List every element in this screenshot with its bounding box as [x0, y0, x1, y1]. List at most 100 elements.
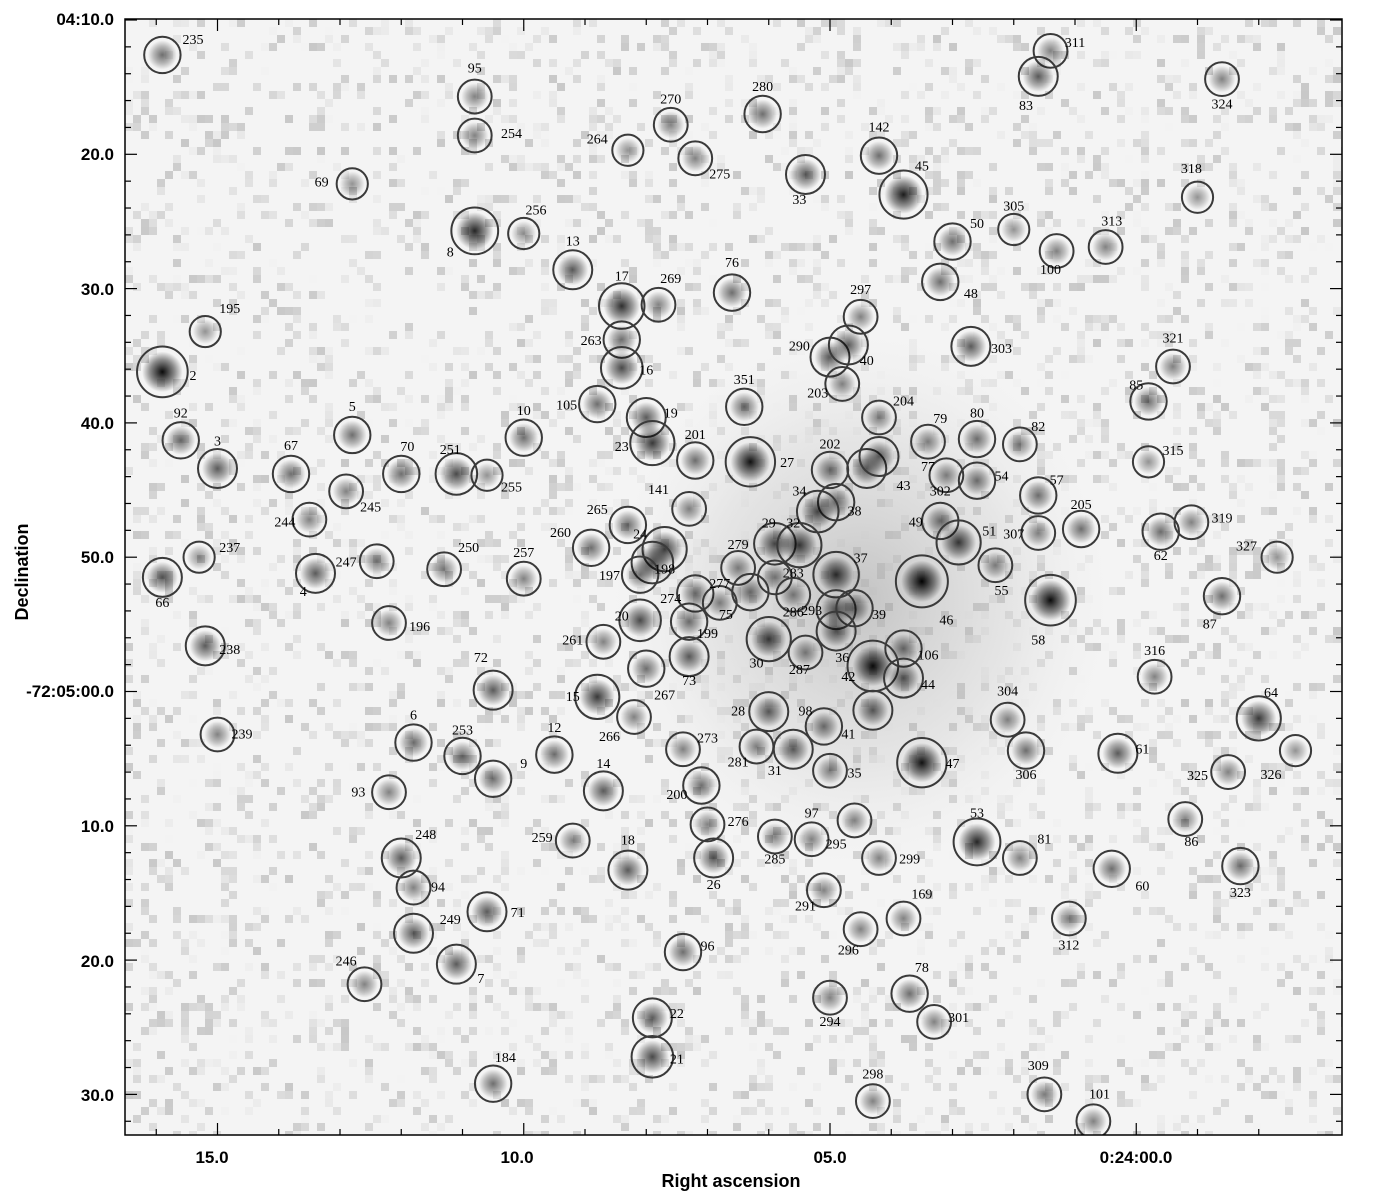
source-label: 303 [991, 342, 1012, 357]
source-80 [957, 419, 997, 459]
source-circle [997, 212, 1031, 247]
source-203 [824, 366, 861, 402]
y-tick-label: 40.0 [81, 414, 114, 433]
source-267 [627, 649, 666, 688]
source-label: 19 [664, 407, 678, 422]
source-circle [371, 774, 407, 811]
source-280 [743, 94, 782, 134]
source-label: 98 [799, 705, 813, 720]
source-200 [682, 766, 721, 805]
source-label: 78 [915, 961, 929, 976]
source-18 [607, 849, 649, 891]
source-266 [616, 699, 652, 735]
source-label: 321 [1163, 331, 1184, 346]
source-label: 47 [946, 757, 960, 772]
source-circle [380, 837, 422, 879]
source-label: 96 [701, 940, 715, 955]
source-circle [1024, 573, 1077, 627]
source-circle [859, 136, 899, 175]
source-label: 26 [707, 878, 721, 893]
y-tick-label: 50.0 [81, 548, 114, 567]
source-label: 60 [1135, 879, 1149, 894]
source-label: 106 [918, 648, 939, 663]
source-label: 257 [513, 546, 534, 561]
source-circle [1061, 509, 1101, 549]
source-169 [885, 900, 922, 937]
source-circle [793, 821, 830, 858]
source-204 [861, 399, 897, 436]
source-83 [1017, 55, 1059, 97]
source-circle [933, 222, 972, 261]
source-261 [585, 623, 622, 660]
source-16 [599, 346, 644, 390]
source-15 [574, 673, 621, 720]
source-294 [812, 979, 848, 1016]
source-276 [689, 806, 726, 843]
source-circle [989, 701, 1026, 738]
source-circle [804, 707, 844, 746]
source-label: 22 [670, 1007, 684, 1022]
source-circle [184, 625, 226, 667]
source-circle [745, 616, 792, 663]
source-label: 260 [550, 526, 571, 541]
source-label: 323 [1230, 886, 1251, 901]
source-312 [1050, 900, 1087, 937]
source-circle [776, 522, 823, 569]
source-301 [916, 1003, 953, 1040]
y-axis-title: Declination [12, 523, 32, 620]
y-tick-label: 30.0 [81, 1086, 114, 1105]
source-label: 17 [615, 270, 629, 285]
source-label: 202 [820, 437, 841, 452]
source-circle [393, 912, 434, 954]
source-7 [435, 943, 477, 985]
source-label: 302 [930, 484, 951, 499]
source-label: 307 [1003, 527, 1024, 542]
source-label: 93 [351, 785, 365, 800]
source-circle [1131, 445, 1166, 479]
source-circle [952, 817, 1002, 867]
source-label: 290 [789, 339, 810, 354]
source-86 [1167, 801, 1204, 837]
source-3 [197, 448, 238, 490]
source-141 [671, 490, 708, 527]
source-5 [333, 415, 372, 455]
source-label: 69 [315, 176, 329, 191]
source-label: 57 [1050, 474, 1064, 489]
source-75 [731, 572, 770, 612]
source-label: 35 [848, 766, 862, 781]
source-label: 66 [155, 596, 169, 611]
source-46 [894, 554, 949, 609]
source-label: 51 [982, 525, 996, 540]
source-197 [620, 555, 660, 594]
source-circle [805, 872, 842, 909]
source-53 [952, 817, 1002, 867]
source-label: 9 [520, 757, 527, 772]
source-circle [535, 735, 574, 774]
axis-ticks [125, 19, 1342, 1135]
source-307 [1020, 515, 1057, 551]
source-184 [473, 1064, 513, 1103]
source-circle [371, 605, 407, 641]
source-circle [812, 979, 848, 1016]
source-circle [935, 519, 982, 566]
source-2 [136, 345, 189, 399]
source-label: 33 [792, 193, 806, 208]
source-circle [608, 505, 648, 545]
source-label: 45 [915, 159, 929, 174]
source-55 [977, 547, 1014, 584]
source-label: 100 [1040, 263, 1061, 278]
source-label: 70 [400, 440, 414, 455]
source-199 [669, 602, 709, 641]
source-circle [785, 153, 826, 195]
source-93 [371, 774, 407, 811]
source-label: 311 [1065, 36, 1085, 51]
source-275 [677, 140, 714, 177]
source-circle [950, 325, 992, 367]
source-label: 266 [599, 730, 620, 745]
source-label: 23 [615, 440, 629, 455]
source-label: 31 [768, 764, 782, 779]
source-circle [1204, 61, 1240, 97]
source-label: 287 [789, 663, 810, 678]
source-70 [382, 454, 421, 494]
